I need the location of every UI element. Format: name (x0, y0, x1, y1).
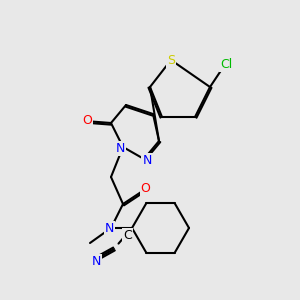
Text: Cl: Cl (220, 58, 232, 71)
Text: O: O (82, 113, 92, 127)
Text: C: C (123, 229, 132, 242)
Text: N: N (91, 255, 101, 268)
Text: S: S (167, 53, 175, 67)
Text: N: N (142, 154, 152, 167)
Text: N: N (105, 221, 114, 235)
Text: N: N (115, 142, 125, 155)
Text: O: O (141, 182, 150, 196)
